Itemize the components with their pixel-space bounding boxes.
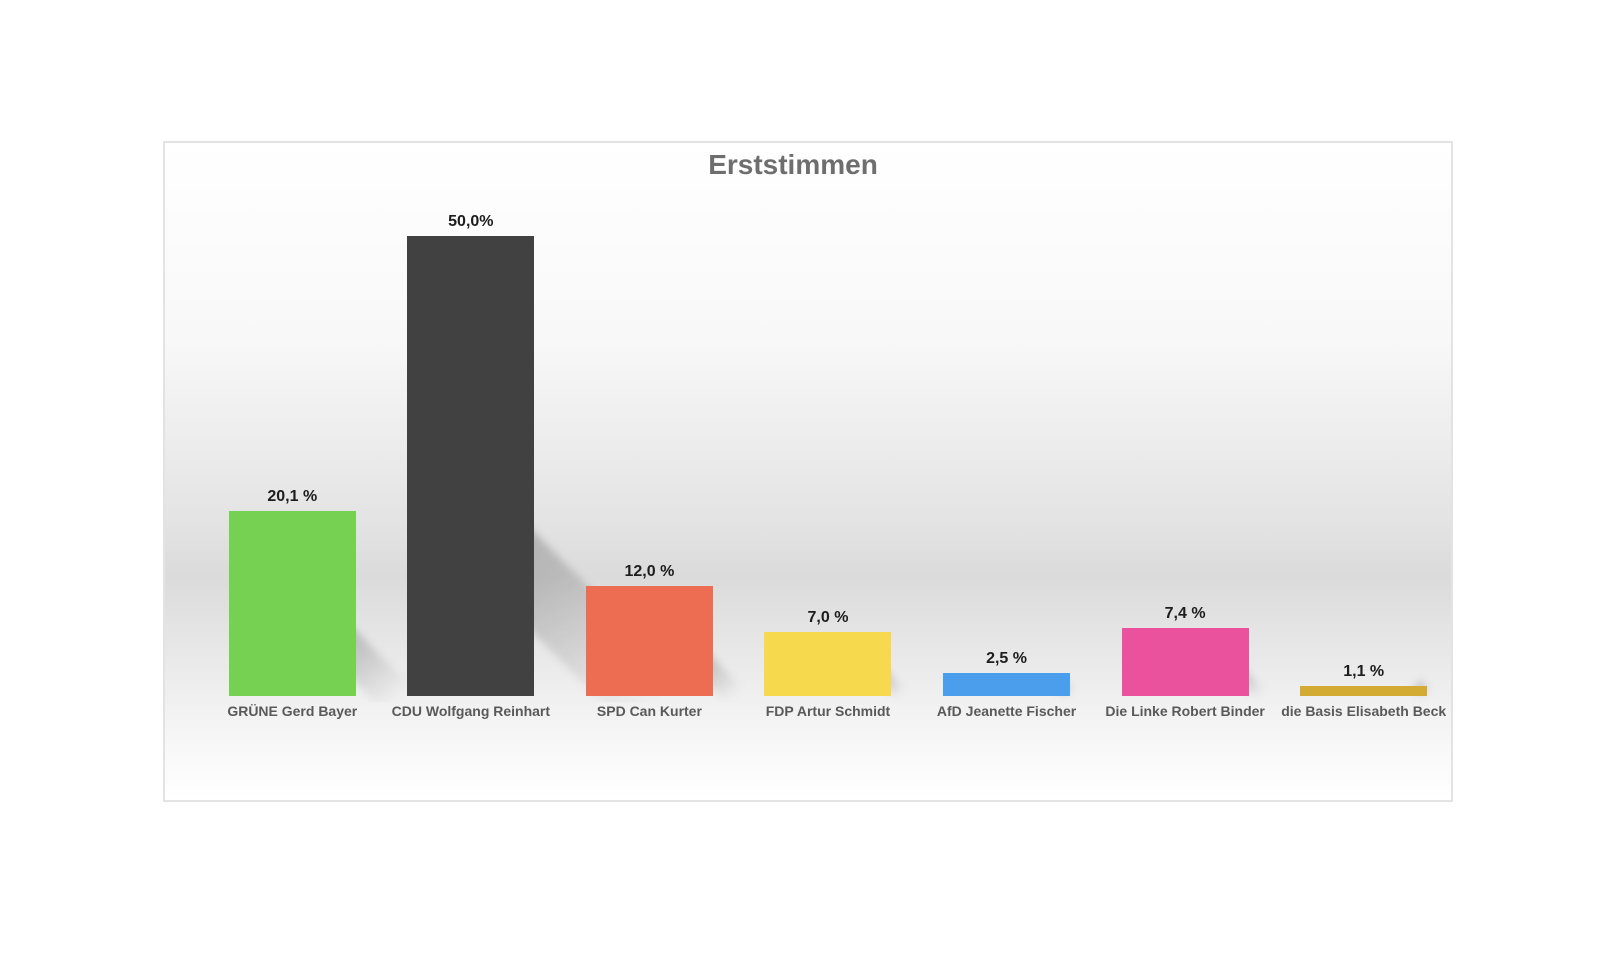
bar-1[interactable]: [228, 511, 356, 696]
category-label: GRÜNE Gerd Bayer: [227, 703, 358, 719]
chart-title: Erststimmen: [708, 149, 878, 180]
bar-2[interactable]: [407, 236, 535, 696]
category-label: CDU Wolfgang Reinhart: [391, 703, 551, 719]
value-label: 12,0 %: [624, 563, 675, 580]
bar-4[interactable]: [764, 632, 892, 696]
bar-label-layer: 20,1 % GRÜNE Gerd Bayer 50,0% CDU Wolfgang …: [165, 143, 1451, 800]
bar-5[interactable]: [943, 673, 1071, 696]
bar-7[interactable]: [1300, 686, 1428, 696]
value-label: 7,0 %: [807, 609, 849, 626]
chart-panel: Erststimmen 20,1 % GRÜNE Gerd Bayer 50,0% C…: [163, 141, 1453, 802]
category-label: SPD Can Kurter: [596, 703, 702, 719]
category-label: FDP Artur Schmidt: [765, 703, 891, 719]
value-label: 20,1 %: [267, 488, 318, 505]
value-label: 1,1 %: [1343, 663, 1385, 680]
category-label: die Basis Elisabeth Beck: [1281, 703, 1447, 719]
bar-3[interactable]: [585, 586, 713, 696]
bar-6[interactable]: [1121, 628, 1249, 696]
category-label: Die Linke Robert Binder: [1105, 703, 1265, 719]
bar-layer: [165, 143, 1451, 800]
category-label: AfD Jeanette Fischer: [936, 703, 1077, 719]
value-label: 2,5 %: [986, 650, 1027, 667]
value-label: 50,0%: [448, 213, 494, 230]
value-label: 7,4 %: [1164, 605, 1206, 622]
